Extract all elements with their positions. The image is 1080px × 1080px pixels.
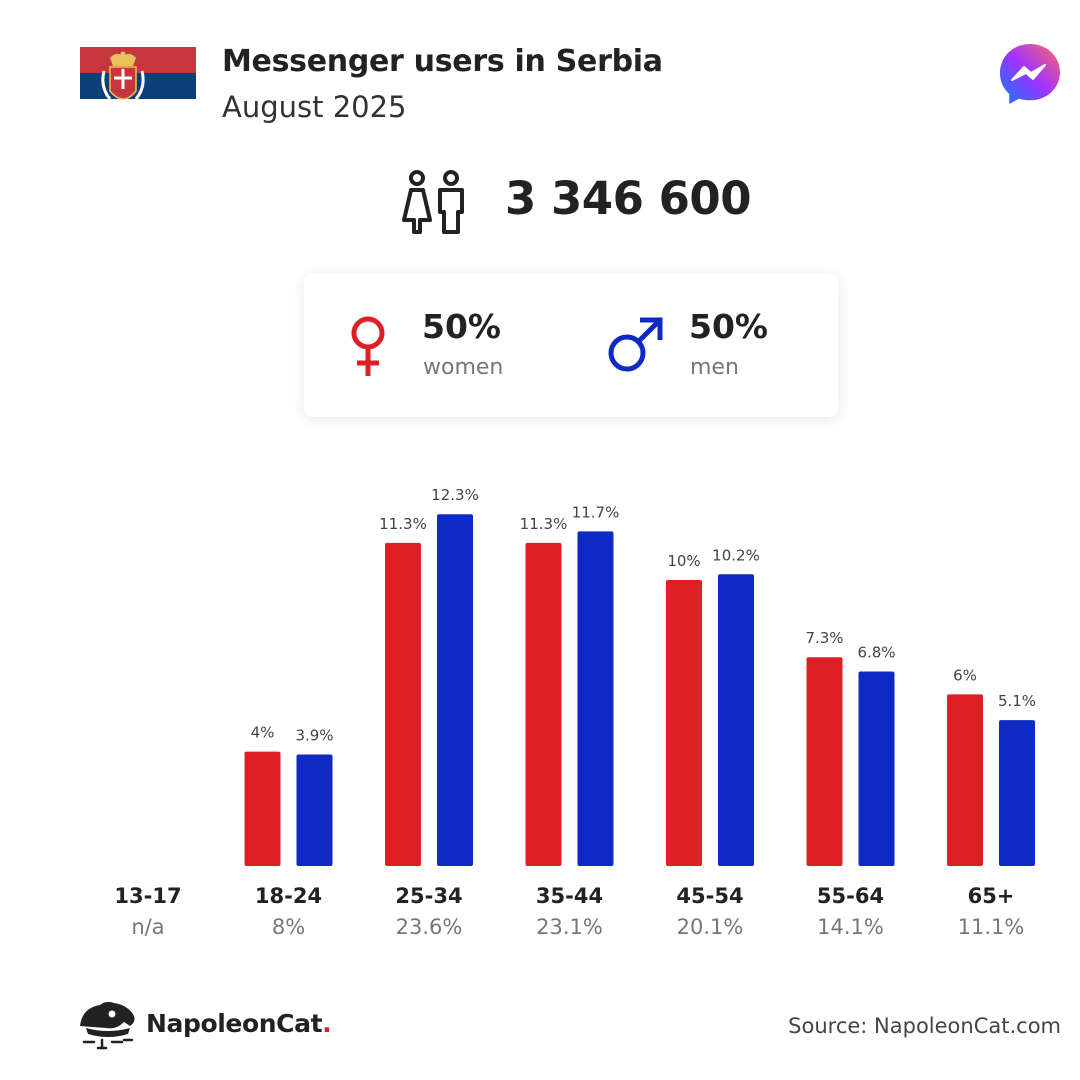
page-subtitle: August 2025 [222,90,407,124]
gender-split-card: 50% women 50% men [304,274,838,417]
category-label-13-17: 13-17 n/a [73,884,223,939]
data-label-women-45-54: 10% [667,552,700,570]
data-label-women-25-34: 11.3% [379,515,427,533]
category-name: 13-17 [114,884,182,908]
bar-men-35-44 [577,531,614,866]
bar-women-55-64 [806,657,843,866]
bar-women-25-34 [385,542,421,866]
data-label-women-18-24: 4% [251,724,275,742]
category-label-45-54: 45-54 20.1% [635,884,785,939]
category-total: 14.1% [817,915,884,939]
male-symbol-icon [608,317,663,372]
source-note: Source: NapoleonCat.com [788,1014,1061,1038]
data-label-women-55-64: 7.3% [805,629,843,647]
data-label-men-35-44: 11.7% [572,503,620,521]
women-percent: 50% [422,307,501,346]
category-total: 23.6% [395,915,463,939]
category-name: 18-24 [254,884,323,908]
category-label-65+: 65+ 11.1% [916,884,1066,939]
brand-dot: . [322,1009,332,1038]
category-name: 35-44 [535,884,604,908]
category-name: 45-54 [676,884,744,908]
data-label-men-25-34: 12.3% [431,486,479,504]
category-total: 11.1% [957,915,1025,939]
category-label-25-34: 25-34 23.6% [354,884,504,939]
category-label-18-24: 18-24 8% [214,884,364,939]
bar-men-55-64 [858,671,895,866]
bar-men-18-24 [296,754,333,866]
data-label-women-35-44: 11.3% [520,515,568,533]
men-percent: 50% [689,307,768,346]
data-label-men-18-24: 3.9% [295,726,333,744]
bar-men-25-34 [437,514,473,866]
category-total: 20.1% [676,915,744,939]
brand-name: NapoleonCat [146,1009,323,1038]
napoleoncat-logo-icon [80,1001,135,1050]
category-name: 25-34 [395,884,463,908]
category-label-55-64: 55-64 14.1% [776,884,926,939]
men-label: men [690,355,739,380]
bar-men-65+ [999,720,1035,866]
age-gender-bar-chart: 4% 3.9%11.3%12.3%11.3%11.7%10% 10.2%7.3%6.… [244,486,1036,866]
female-symbol-icon [351,316,385,376]
data-label-men-45-54: 10.2% [712,546,760,564]
category-total: 8% [271,915,306,939]
bar-men-45-54 [718,574,754,866]
people-icon [402,170,464,234]
category-total: 23.1% [536,915,603,939]
bar-women-35-44 [525,542,562,866]
category-name: 65+ [967,884,1015,908]
bar-women-45-54 [666,580,702,866]
category-label-35-44: 35-44 23.1% [495,884,645,939]
total-users: 3 346 600 [505,172,752,225]
data-label-men-55-64: 6.8% [857,644,895,662]
bar-women-18-24 [244,751,281,866]
messenger-logo-icon [1000,44,1060,104]
page-title: Messenger users in Serbia [222,44,663,79]
women-label: women [423,355,504,380]
category-total: n/a [131,915,165,939]
bar-women-65+ [947,694,983,866]
data-label-women-65+: 6% [953,666,977,684]
category-name: 55-64 [816,884,885,908]
napoleoncat-brand: NapoleonCat. [146,1009,332,1038]
data-label-men-65+: 5.1% [998,692,1036,710]
serbia-flag-icon [80,47,196,125]
